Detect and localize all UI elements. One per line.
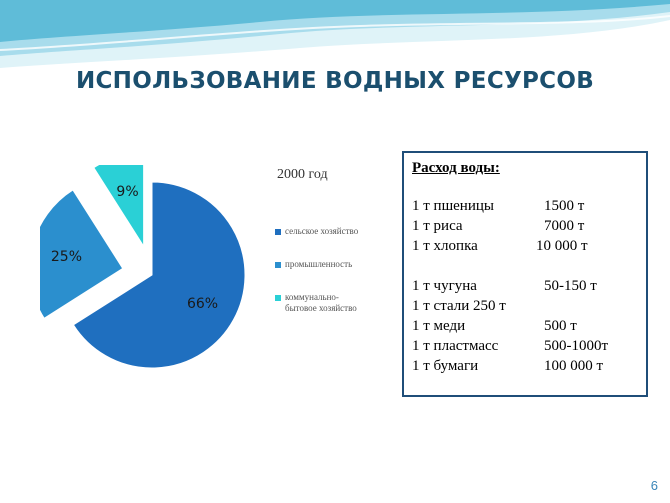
- pie-data-label: 66%: [187, 296, 218, 312]
- item-label: 1 т хлопка: [412, 238, 478, 254]
- item-amount: 10 000 т: [536, 238, 588, 254]
- legend-item-agriculture: сельское хозяйство: [275, 226, 385, 237]
- legend-item-municipal: коммунально- бытовое хозяйство: [275, 292, 385, 314]
- list-item: 1 т риса 7000 т: [412, 216, 646, 236]
- spacer: [412, 256, 646, 276]
- legend-label: сельское хозяйство: [285, 226, 359, 236]
- legend-label: промышленность: [285, 259, 353, 269]
- slide-title: ИСПОЛЬЗОВАНИЕ ВОДНЫХ РЕСУРСОВ: [75, 68, 595, 94]
- box-header: Расход воды:: [412, 160, 500, 176]
- item-label: 1 т меди: [412, 318, 466, 334]
- item-label: 1 т стали 250 т: [412, 298, 506, 314]
- pie-chart: 66% 25% 9%: [40, 165, 246, 369]
- item-label: 1 т пластмасс: [412, 338, 499, 354]
- item-amount: 7000 т: [544, 218, 585, 234]
- legend-label: коммунально- бытовое хозяйство: [285, 292, 357, 313]
- item-amount: 50-150 т: [544, 278, 597, 294]
- legend-swatch: [275, 295, 281, 301]
- item-label: 1 т пшеницы: [412, 198, 494, 214]
- item-label: 1 т чугуна: [412, 278, 477, 294]
- legend-swatch: [275, 229, 281, 235]
- pie-data-label: 9%: [116, 184, 138, 200]
- wave-line: [0, 15, 670, 51]
- legend-swatch: [275, 262, 281, 268]
- pie-slice-2: [40, 189, 124, 319]
- list-item: 1 т пластмасс 500-1000т: [412, 336, 646, 356]
- chart-title: 2000 год: [277, 167, 328, 182]
- item-label: 1 т риса: [412, 218, 463, 234]
- item-amount: 1500 т: [544, 198, 585, 214]
- wave-dark: [0, 0, 670, 42]
- item-amount: 100 000 т: [544, 358, 604, 374]
- list-item: 1 т стали 250 т: [412, 296, 646, 316]
- water-consumption-box: Расход воды: 1 т пшеницы 1500 т 1 т риса…: [402, 151, 648, 397]
- list-item: 1 т чугуна 50-150 т: [412, 276, 646, 296]
- item-amount: 500-1000т: [544, 338, 609, 354]
- legend-item-industry: промышленность: [275, 259, 385, 270]
- list-item: 1 т хлопка 10 000 т: [412, 236, 646, 256]
- decorative-wave-header: [0, 0, 670, 68]
- item-label: 1 т бумаги: [412, 358, 479, 374]
- list-item: 1 т бумаги 100 000 т: [412, 356, 646, 376]
- page-number: 6: [650, 478, 658, 493]
- pie-slice-1: [72, 181, 246, 369]
- pie-data-label: 25%: [51, 249, 82, 265]
- list-item: 1 т меди 500 т: [412, 316, 646, 336]
- item-amount: 500 т: [544, 318, 577, 334]
- pie-slice-3: [93, 165, 145, 248]
- list-item: 1 т пшеницы 1500 т: [412, 196, 646, 216]
